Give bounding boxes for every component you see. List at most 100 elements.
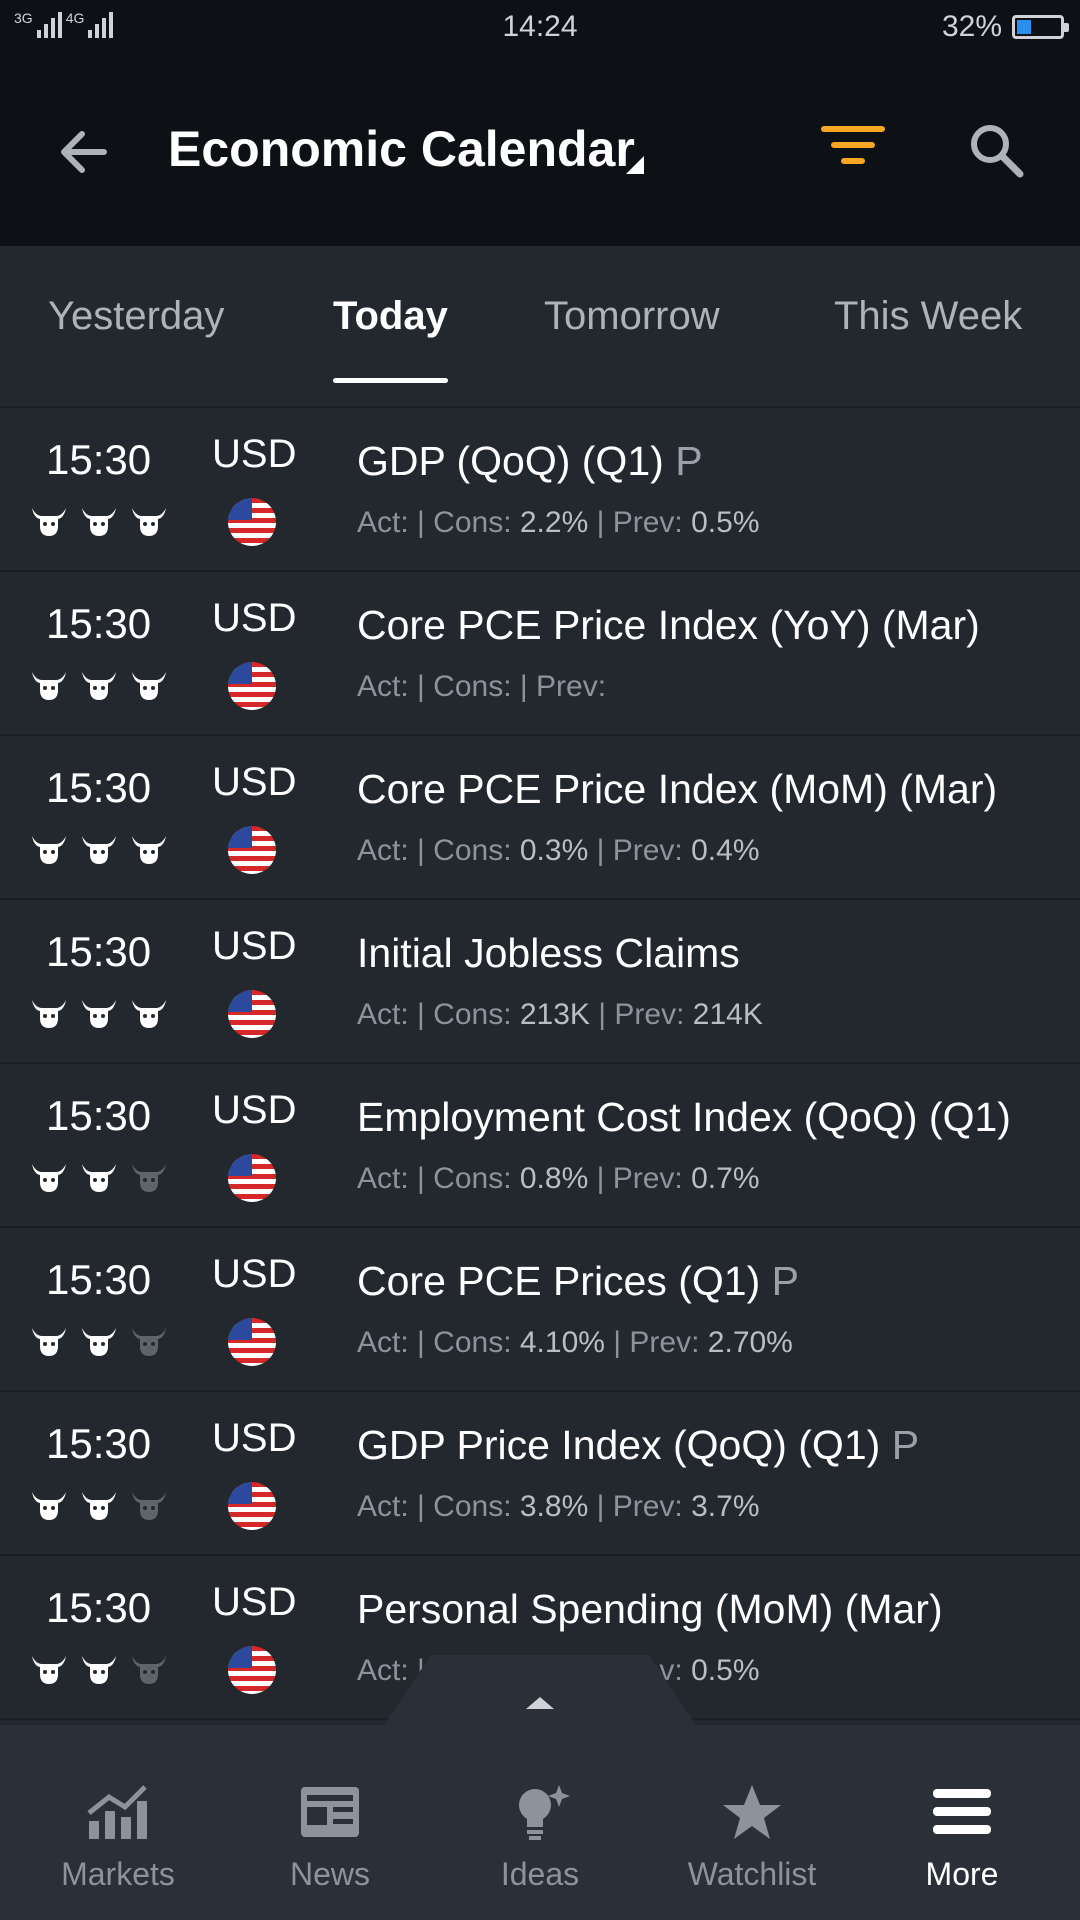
- event-title: Initial Jobless Claims: [357, 930, 740, 976]
- tab-today[interactable]: Today: [333, 294, 448, 383]
- bull-importance-icon: [132, 1656, 166, 1684]
- event-currency: USD: [212, 760, 297, 804]
- filter-icon[interactable]: [818, 126, 888, 176]
- consensus-value: 4.10%: [519, 1326, 605, 1359]
- bull-importance-icon: [82, 1164, 116, 1192]
- nav-label: Markets: [61, 1856, 175, 1892]
- actual-label: Act:: [357, 1654, 409, 1687]
- event-values: Act: | Cons: 4.10% | Prev: 2.70%: [357, 1326, 793, 1360]
- bull-importance-icon: [32, 508, 66, 536]
- previous-label: | Prev:: [596, 1162, 683, 1195]
- event-name: Personal Spending (MoM) (Mar): [357, 1586, 943, 1633]
- previous-value: 0.5%: [691, 1654, 760, 1687]
- status-bar: 3G 4G 14:24 32%: [0, 0, 1080, 56]
- event-row[interactable]: 15:30 USD Initial Jobless Claims Act: | …: [0, 900, 1080, 1064]
- network-indicators: 3G 4G: [14, 10, 114, 38]
- battery-icon: [1012, 15, 1069, 39]
- consensus-label: | Cons:: [417, 1326, 512, 1359]
- bull-importance-icon: [32, 1492, 66, 1520]
- bull-importance-icon: [32, 836, 66, 864]
- ideas-icon: [519, 1785, 570, 1840]
- event-row[interactable]: 15:30 USD Core PCE Price Index (YoY) (Ma…: [0, 572, 1080, 736]
- consensus-label: | Cons:: [417, 1162, 512, 1195]
- tab-yesterday[interactable]: Yesterday: [48, 294, 225, 338]
- event-currency: USD: [212, 1088, 297, 1132]
- actual-label: Act:: [357, 834, 409, 867]
- actual-label: Act:: [357, 506, 409, 539]
- bottom-nav: Markets News Ideas Watchlist More: [0, 1725, 1080, 1920]
- previous-value: 0.4%: [691, 834, 760, 867]
- previous-value: 0.5%: [691, 506, 760, 539]
- bull-importance-icon: [132, 1164, 166, 1192]
- event-time: 15:30: [46, 1092, 152, 1139]
- event-title: Core PCE Price Index (YoY) (Mar): [357, 602, 980, 648]
- bull-importance-icon: [32, 1164, 66, 1192]
- actual-label: Act:: [357, 670, 409, 703]
- previous-value: 214K: [692, 998, 763, 1031]
- event-title: Personal Spending (MoM) (Mar): [357, 1586, 943, 1632]
- us-flag-icon: [228, 662, 276, 710]
- consensus-label: | Cons:: [417, 670, 512, 703]
- search-icon[interactable]: [966, 120, 1026, 180]
- status-time: 14:24: [502, 10, 578, 43]
- event-name: GDP Price Index (QoQ) (Q1) P: [357, 1422, 919, 1469]
- nav-label: Watchlist: [687, 1856, 817, 1892]
- previous-value: 3.7%: [691, 1490, 760, 1523]
- event-row[interactable]: 15:30 USD Core PCE Price Index (MoM) (Ma…: [0, 736, 1080, 900]
- page-title[interactable]: Economic Calendar: [168, 121, 635, 177]
- event-time: 15:30: [46, 1584, 152, 1631]
- event-row[interactable]: 15:30 USD Employment Cost Index (QoQ) (Q…: [0, 1064, 1080, 1228]
- event-time: 15:30: [46, 1256, 152, 1303]
- bull-importance-icon: [132, 672, 166, 700]
- bull-importance-icon: [132, 836, 166, 864]
- event-time: 15:30: [46, 764, 152, 811]
- importance-indicator: [30, 668, 168, 702]
- signal-icon: [88, 10, 114, 38]
- event-title: GDP Price Index (QoQ) (Q1): [357, 1422, 881, 1468]
- nav-ideas[interactable]: Ideas: [440, 1783, 640, 1893]
- event-name: Employment Cost Index (QoQ) (Q1): [357, 1094, 1011, 1141]
- event-name: Initial Jobless Claims: [357, 930, 740, 977]
- nav-markets[interactable]: Markets: [18, 1783, 218, 1893]
- consensus-label: | Cons:: [417, 1490, 512, 1523]
- nav-news[interactable]: News: [230, 1783, 430, 1893]
- actual-label: Act:: [357, 1326, 409, 1359]
- importance-indicator: [30, 504, 168, 538]
- importance-indicator: [30, 1160, 168, 1194]
- event-row[interactable]: 15:30 USD GDP Price Index (QoQ) (Q1) P A…: [0, 1392, 1080, 1556]
- event-values: Act: | Cons: 213K | Prev: 214K: [357, 998, 763, 1032]
- bull-importance-icon: [82, 1000, 116, 1028]
- previous-label: | Prev:: [596, 834, 683, 867]
- event-title: Core PCE Price Index (MoM) (Mar): [357, 766, 998, 812]
- bull-importance-icon: [32, 1656, 66, 1684]
- event-time: 15:30: [46, 600, 152, 647]
- bull-importance-icon: [32, 1000, 66, 1028]
- consensus-label: | Cons:: [417, 998, 512, 1031]
- bull-importance-icon: [82, 672, 116, 700]
- nav-label: News: [289, 1856, 370, 1892]
- bull-importance-icon: [82, 836, 116, 864]
- consensus-value: 2.2%: [519, 506, 589, 539]
- previous-label: | Prev:: [596, 506, 683, 539]
- bull-importance-icon: [132, 1000, 166, 1028]
- network-4g-label: 4G: [65, 10, 85, 26]
- nav-watchlist[interactable]: Watchlist: [652, 1783, 852, 1893]
- nav-more[interactable]: More: [862, 1783, 1062, 1893]
- back-arrow-icon[interactable]: [54, 122, 114, 182]
- consensus-value: 0.3%: [519, 834, 589, 867]
- bull-importance-icon: [82, 1328, 116, 1356]
- tab-tomorrow[interactable]: Tomorrow: [544, 294, 720, 338]
- previous-label: | Prev:: [596, 1490, 683, 1523]
- dropdown-caret-icon[interactable]: [626, 156, 644, 174]
- tab-this-week[interactable]: This Week: [834, 294, 1023, 338]
- previous-label: | Prev:: [598, 998, 685, 1031]
- event-time: 15:30: [46, 436, 152, 483]
- event-name: Core PCE Price Index (YoY) (Mar): [357, 602, 980, 649]
- bottom-sheet-handle[interactable]: [384, 1655, 696, 1725]
- event-row[interactable]: 15:30 USD GDP (QoQ) (Q1) P Act: | Cons: …: [0, 408, 1080, 572]
- event-time: 15:30: [46, 1420, 152, 1467]
- importance-indicator: [30, 1652, 168, 1686]
- bull-importance-icon: [132, 508, 166, 536]
- event-time: 15:30: [46, 928, 152, 975]
- event-row[interactable]: 15:30 USD Core PCE Prices (Q1) P Act: | …: [0, 1228, 1080, 1392]
